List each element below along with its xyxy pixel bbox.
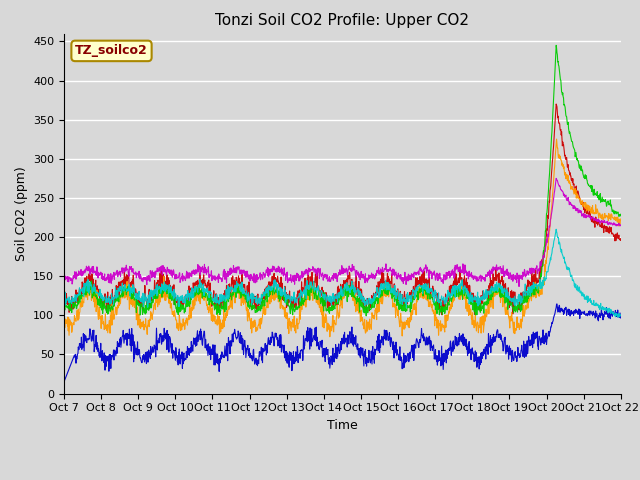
Y-axis label: Soil CO2 (ppm): Soil CO2 (ppm) xyxy=(15,166,28,261)
X-axis label: Time: Time xyxy=(327,419,358,432)
Title: Tonzi Soil CO2 Profile: Upper CO2: Tonzi Soil CO2 Profile: Upper CO2 xyxy=(216,13,469,28)
Text: TZ_soilco2: TZ_soilco2 xyxy=(75,44,148,58)
Legend: Open -2cm, Tree -2cm, Open -4cm, Tree -4cm, Tree2 -2cm, Tree2 - 4cm: Open -2cm, Tree -2cm, Open -4cm, Tree -4… xyxy=(68,477,617,480)
